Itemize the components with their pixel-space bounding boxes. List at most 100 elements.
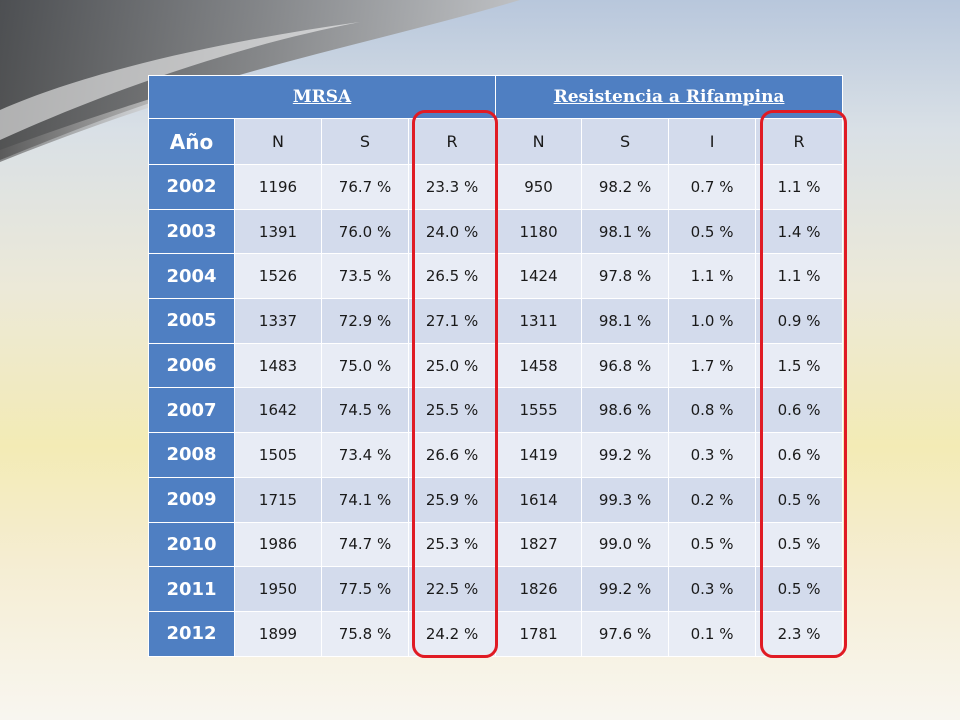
mrsa-n-column-header: N	[234, 118, 322, 165]
rif-r-cell: 0.5 %	[755, 476, 844, 523]
mrsa-r-cell: 26.5 %	[407, 253, 497, 300]
mrsa-s-cell: 74.7 %	[321, 521, 409, 568]
mrsa-n-cell: 1196	[234, 164, 322, 210]
rif-s-cell: 98.1 %	[581, 208, 670, 255]
rif-s-cell: 96.8 %	[581, 342, 670, 389]
rif-r-cell: 1.1 %	[755, 253, 844, 300]
rif-s-cell: 97.6 %	[581, 610, 670, 657]
year-cell: 2007	[148, 387, 235, 434]
rif-n-cell: 1311	[495, 298, 583, 344]
year-cell: 2005	[148, 298, 235, 344]
table-row: 2010 1986 74.7 % 25.3 % 1827 99.0 % 0.5 % 0.5 %	[148, 521, 844, 568]
mrsa-s-cell: 76.0 %	[321, 208, 409, 255]
table-row: 2009 1715 74.1 % 25.9 % 1614 99.3 % 0.2 % 0.5 %	[148, 476, 844, 523]
mrsa-r-column-header: R	[407, 118, 497, 165]
rif-i-cell: 0.7 %	[668, 164, 757, 210]
rif-n-column-header: N	[495, 118, 583, 165]
mrsa-r-cell: 25.0 %	[407, 342, 497, 389]
mrsa-s-cell: 76.7 %	[321, 164, 409, 210]
rif-i-cell: 1.0 %	[668, 298, 757, 344]
rif-n-cell: 1424	[495, 253, 583, 300]
rif-n-cell: 1781	[495, 610, 583, 657]
table-row: 2011 1950 77.5 % 22.5 % 1826 99.2 % 0.3 % 0.5 %	[148, 566, 844, 612]
mrsa-r-cell: 25.5 %	[407, 387, 497, 434]
rif-s-cell: 99.0 %	[581, 521, 670, 568]
rif-r-cell: 2.3 %	[755, 610, 844, 657]
mrsa-s-cell: 72.9 %	[321, 298, 409, 344]
year-cell: 2008	[148, 432, 235, 478]
mrsa-s-cell: 75.8 %	[321, 610, 409, 657]
mrsa-r-cell: 23.3 %	[407, 164, 497, 210]
rif-r-cell: 1.5 %	[755, 342, 844, 389]
rif-r-cell: 0.5 %	[755, 521, 844, 568]
year-cell: 2009	[148, 476, 235, 523]
mrsa-n-cell: 1337	[234, 298, 322, 344]
mrsa-n-cell: 1950	[234, 566, 322, 612]
year-cell: 2004	[148, 253, 235, 300]
rif-i-column-header: I	[668, 118, 757, 165]
mrsa-n-cell: 1642	[234, 387, 322, 434]
table-body: 2002 1196 76.7 % 23.3 % 950 98.2 % 0.7 % 1.1 % 2…	[148, 164, 844, 657]
mrsa-n-cell: 1391	[234, 208, 322, 255]
rif-n-cell: 1614	[495, 476, 583, 523]
rif-n-cell: 1827	[495, 521, 583, 568]
mrsa-r-cell: 26.6 %	[407, 432, 497, 478]
rif-n-cell: 1419	[495, 432, 583, 478]
mrsa-n-cell: 1505	[234, 432, 322, 478]
rif-s-cell: 98.6 %	[581, 387, 670, 434]
table-row: 2007 1642 74.5 % 25.5 % 1555 98.6 % 0.8 % 0.6 %	[148, 387, 844, 434]
rif-r-cell: 1.1 %	[755, 164, 844, 210]
mrsa-s-cell: 75.0 %	[321, 342, 409, 389]
year-cell: 2006	[148, 342, 235, 389]
mrsa-s-cell: 74.5 %	[321, 387, 409, 434]
table-row: 2008 1505 73.4 % 26.6 % 1419 99.2 % 0.3 % 0.6 %	[148, 432, 844, 478]
rif-i-cell: 0.5 %	[668, 521, 757, 568]
rif-n-cell: 1826	[495, 566, 583, 612]
rif-i-cell: 0.5 %	[668, 208, 757, 255]
rif-n-cell: 1555	[495, 387, 583, 434]
rif-i-cell: 1.7 %	[668, 342, 757, 389]
mrsa-s-cell: 77.5 %	[321, 566, 409, 612]
mrsa-r-cell: 25.9 %	[407, 476, 497, 523]
mrsa-r-cell: 25.3 %	[407, 521, 497, 568]
table-row: 2002 1196 76.7 % 23.3 % 950 98.2 % 0.7 % 1.1 %	[148, 164, 844, 210]
mrsa-n-cell: 1715	[234, 476, 322, 523]
year-cell: 2002	[148, 164, 235, 210]
year-cell: 2012	[148, 610, 235, 657]
year-cell: 2011	[148, 566, 235, 612]
year-column-header: Año	[148, 118, 235, 165]
resistance-table: MRSA Resistencia a Rifampina Año N S R N…	[147, 75, 844, 657]
rif-s-cell: 99.3 %	[581, 476, 670, 523]
mrsa-s-column-header: S	[321, 118, 409, 165]
mrsa-r-cell: 22.5 %	[407, 566, 497, 612]
table-row: 2004 1526 73.5 % 26.5 % 1424 97.8 % 1.1 % 1.1 %	[148, 253, 844, 300]
mrsa-group-header: MRSA	[147, 75, 497, 119]
column-header-row: Año N S R N S I R	[148, 118, 844, 165]
rif-i-cell: 0.3 %	[668, 566, 757, 612]
group-header-row: MRSA Resistencia a Rifampina	[147, 75, 844, 119]
rif-i-cell: 0.2 %	[668, 476, 757, 523]
mrsa-r-cell: 24.2 %	[407, 610, 497, 657]
rif-r-cell: 0.5 %	[755, 566, 844, 612]
mrsa-r-cell: 24.0 %	[407, 208, 497, 255]
year-cell: 2003	[148, 208, 235, 255]
mrsa-s-cell: 74.1 %	[321, 476, 409, 523]
mrsa-n-cell: 1483	[234, 342, 322, 389]
mrsa-n-cell: 1986	[234, 521, 322, 568]
year-cell: 2010	[148, 521, 235, 568]
rif-s-cell: 97.8 %	[581, 253, 670, 300]
mrsa-n-cell: 1526	[234, 253, 322, 300]
rif-r-cell: 1.4 %	[755, 208, 844, 255]
rif-s-cell: 99.2 %	[581, 566, 670, 612]
rif-i-cell: 0.3 %	[668, 432, 757, 478]
table-row: 2012 1899 75.8 % 24.2 % 1781 97.6 % 0.1 % 2.3 %	[148, 610, 844, 657]
rif-i-cell: 1.1 %	[668, 253, 757, 300]
mrsa-n-cell: 1899	[234, 610, 322, 657]
table-row: 2006 1483 75.0 % 25.0 % 1458 96.8 % 1.7 % 1.5 %	[148, 342, 844, 389]
mrsa-s-cell: 73.5 %	[321, 253, 409, 300]
mrsa-r-cell: 27.1 %	[407, 298, 497, 344]
rif-n-cell: 1180	[495, 208, 583, 255]
mrsa-s-cell: 73.4 %	[321, 432, 409, 478]
rif-n-cell: 1458	[495, 342, 583, 389]
rif-s-column-header: S	[581, 118, 670, 165]
